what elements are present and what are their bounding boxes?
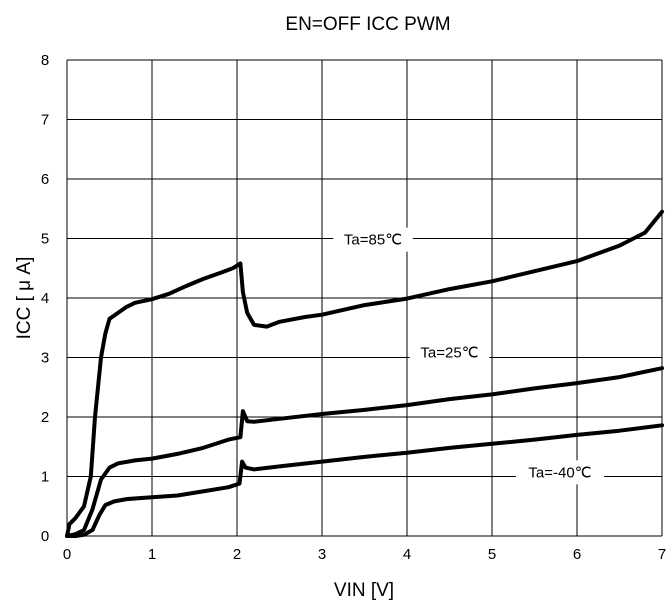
x-tick-labels: 0 1 2 3 4 5 6 7 bbox=[63, 546, 666, 563]
chart-title: EN=OFF ICC PWM bbox=[285, 14, 450, 35]
series-label-1: Ta=25℃ bbox=[420, 345, 478, 362]
y-tick-label-0: 0 bbox=[41, 528, 49, 545]
x-tick-label-2: 2 bbox=[233, 546, 241, 563]
series-group bbox=[65, 209, 664, 538]
y-tick-labels: 0 1 2 3 4 5 6 7 8 bbox=[41, 52, 49, 545]
series-label-2: Ta=-40℃ bbox=[528, 464, 591, 481]
series-label-background-0 bbox=[333, 227, 413, 252]
y-tick-label-5: 5 bbox=[41, 231, 49, 248]
y-tick-label-2: 2 bbox=[41, 409, 49, 426]
series-label-background-2 bbox=[515, 460, 605, 485]
y-tick-label-8: 8 bbox=[41, 52, 49, 69]
x-tick-label-0: 0 bbox=[63, 546, 71, 563]
y-tick-label-6: 6 bbox=[41, 171, 49, 188]
y-axis-label: ICC [ μ A] bbox=[14, 257, 35, 340]
series-label-background-1 bbox=[409, 340, 490, 365]
x-tick-label-1: 1 bbox=[148, 546, 156, 563]
y-tick-label-3: 3 bbox=[41, 350, 49, 367]
x-tick-label-4: 4 bbox=[403, 546, 411, 563]
x-tick-label-3: 3 bbox=[318, 546, 326, 563]
series-annotations: Ta=85℃ Ta=25℃ Ta=-40℃ bbox=[333, 227, 605, 485]
x-axis-label: VIN [V] bbox=[334, 580, 394, 601]
x-tick-label-5: 5 bbox=[488, 546, 496, 563]
series-line-2 bbox=[65, 423, 664, 538]
series-line-0 bbox=[65, 209, 664, 538]
x-tick-label-6: 6 bbox=[573, 546, 581, 563]
y-tick-label-4: 4 bbox=[41, 290, 49, 307]
y-tick-label-7: 7 bbox=[41, 112, 49, 129]
x-tick-label-7: 7 bbox=[658, 546, 666, 563]
series-line-1 bbox=[65, 366, 664, 538]
series-label-0: Ta=85℃ bbox=[344, 232, 402, 249]
y-tick-label-1: 1 bbox=[41, 469, 49, 486]
